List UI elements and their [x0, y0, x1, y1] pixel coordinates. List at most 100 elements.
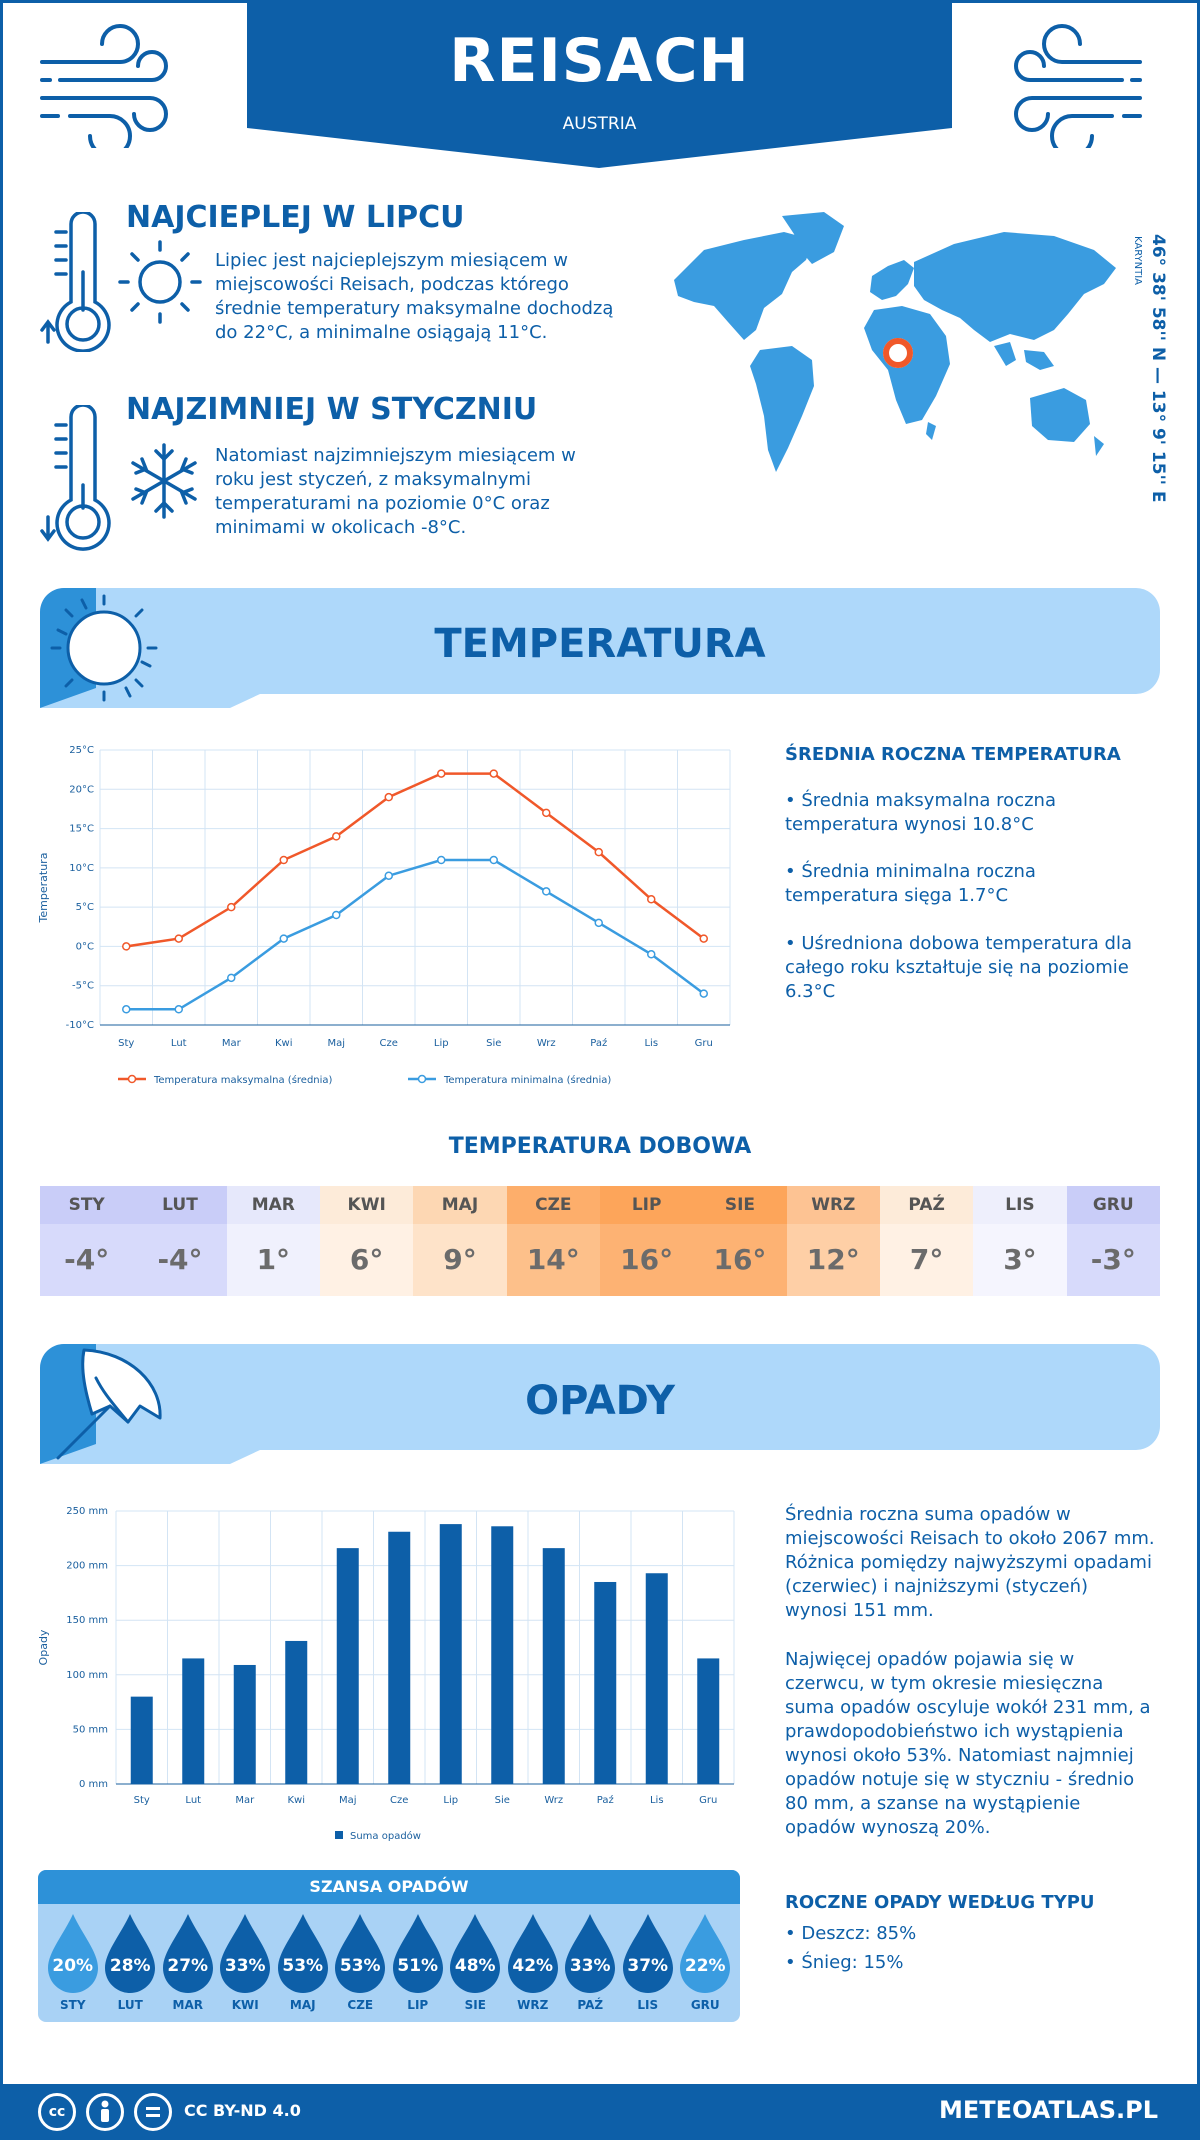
raindrop-icon [392, 1914, 443, 1993]
chance-month: PAŹ [577, 1998, 604, 2012]
chance-month: WRZ [517, 1998, 549, 2012]
chance-drop: 28% LUT [103, 1912, 157, 2018]
y-tick-label: 200 mm [66, 1561, 108, 1572]
data-point [647, 950, 656, 959]
chance-drop: 33% PAŹ [563, 1912, 617, 2018]
data-point [594, 847, 603, 857]
chance-value: 28% [109, 1956, 151, 1976]
data-point [279, 934, 288, 943]
chance-value: 37% [627, 1956, 669, 1976]
raindrop-icon [105, 1914, 156, 1993]
daily-temp-value: 3° [973, 1224, 1067, 1296]
license-label: CC BY-ND 4.0 [184, 2101, 301, 2120]
x-tick-label: Mar [235, 1795, 255, 1806]
chance-month: MAR [172, 1998, 203, 2012]
x-tick-label: Lis [644, 1038, 658, 1049]
chance-drop: 53% MAJ [276, 1912, 330, 2018]
warmest-title: NAJCIEPLEJ W LIPCU [126, 200, 465, 235]
chance-value: 20% [52, 1956, 94, 1976]
data-point [489, 769, 498, 778]
chance-month: GRU [690, 1998, 720, 2012]
chance-value: 27% [167, 1956, 209, 1976]
footer-bar [0, 2084, 1200, 2140]
data-point [489, 855, 498, 865]
precipitation-chart: 0 mm 50 mm 100 mm 150 mm 200 mm 250 mm Sty Lut M… [37, 1506, 735, 1842]
x-tick-label: Cze [380, 1038, 398, 1049]
daily-temp-title: TEMPERATURA DOBOWA [448, 1134, 752, 1159]
daily-temp-month: CZE [506, 1186, 600, 1224]
data-point [122, 942, 131, 951]
daily-temp-value: 14° [506, 1224, 600, 1296]
data-point [174, 934, 183, 943]
chance-month: LIS [637, 1998, 659, 2012]
legend-label: Suma opadów [350, 1830, 421, 1842]
daily-temp-value: 6° [319, 1224, 414, 1296]
warmest-text: Lipiec jest najcieplejszym miesiącem w m… [215, 250, 614, 343]
daily-temp-value: -4° [133, 1224, 227, 1296]
daily-temp-month: KWI [319, 1186, 414, 1224]
x-tick-label: Sie [495, 1795, 510, 1806]
daily-temp-column: LUT -4° [133, 1186, 227, 1296]
x-tick-label: Lis [650, 1795, 664, 1806]
daily-temp-month: MAJ [413, 1186, 507, 1224]
precip-bar [182, 1658, 205, 1784]
chance-drop: 48% SIE [448, 1912, 502, 2018]
daily-temp-column: STY -4° [40, 1186, 134, 1296]
y-tick-label: 5°C [76, 902, 94, 913]
chance-value: 33% [224, 1956, 266, 1976]
data-point [699, 934, 708, 943]
x-tick-label: Lip [434, 1038, 449, 1049]
daily-temp-month: LIP [599, 1186, 694, 1224]
precip-bar [491, 1526, 514, 1784]
daily-temp-month: PAŹ [879, 1186, 974, 1224]
site-link[interactable]: METEOATLAS.PL [938, 2096, 1158, 2124]
data-point [227, 902, 236, 912]
y-tick-label: -5°C [72, 981, 94, 992]
x-tick-label: Wrz [537, 1038, 556, 1049]
daily-temp-column: SIE 16° [693, 1186, 787, 1296]
daily-temp-value: 16° [599, 1224, 694, 1296]
data-point [279, 855, 288, 865]
data-point [647, 895, 656, 904]
temp-stat-max: • Średnia maksymalna roczna temperatura … [785, 790, 1056, 835]
chance-month: LUT [117, 1998, 143, 2012]
raindrop-icon [220, 1914, 271, 1993]
x-tick-label: Cze [390, 1795, 408, 1806]
daily-temp-month: GRU [1066, 1186, 1160, 1224]
chance-value: 42% [512, 1956, 554, 1976]
y-tick-label: 20°C [69, 784, 94, 795]
y-tick-label: 10°C [69, 863, 94, 874]
chance-drop: 51% LIP [391, 1912, 445, 2018]
daily-temp-value: -3° [1066, 1224, 1160, 1296]
data-point [384, 871, 393, 880]
precip-bar [439, 1524, 462, 1784]
legend-label: Temperatura minimalna (średnia) [443, 1074, 611, 1086]
raindrop-icon [622, 1914, 673, 1993]
precip-bar [697, 1658, 720, 1784]
header-banner: REISACH AUSTRIA [247, 0, 952, 168]
x-tick-label: Paź [590, 1037, 607, 1049]
cc-icon: cc [38, 2093, 76, 2131]
precip-bar [542, 1548, 565, 1784]
y-tick-label: 15°C [69, 824, 94, 835]
raindrop-icon [162, 1914, 213, 1993]
chance-drop: 53% CZE [333, 1912, 387, 2018]
daily-temp-column: CZE 14° [506, 1186, 600, 1296]
region-name: KARYNTIA [1132, 236, 1143, 286]
daily-temp-month: LIS [973, 1186, 1067, 1224]
chance-month: SIE [464, 1998, 486, 2012]
legend-label: Temperatura maksymalna (średnia) [153, 1074, 333, 1086]
daily-temp-value: 9° [413, 1224, 507, 1296]
daily-temp-column: LIP 16° [599, 1186, 694, 1296]
y-tick-label: 25°C [69, 745, 94, 756]
data-point [542, 887, 551, 896]
chance-value: 51% [397, 1956, 439, 1976]
temperature-title: TEMPERATURA [434, 621, 766, 667]
daily-temp-month: STY [40, 1186, 134, 1224]
coldest-title: NAJZIMNIEJ W STYCZNIU [126, 392, 538, 427]
series-line [126, 772, 705, 948]
x-tick-label: Kwi [287, 1795, 305, 1806]
raindrop-icon [277, 1914, 328, 1993]
temp-stat-avg: • Uśredniona dobowa temperatura dla całe… [785, 933, 1133, 1002]
temp-stat-min: • Średnia minimalna roczna temperatura s… [785, 861, 1036, 906]
